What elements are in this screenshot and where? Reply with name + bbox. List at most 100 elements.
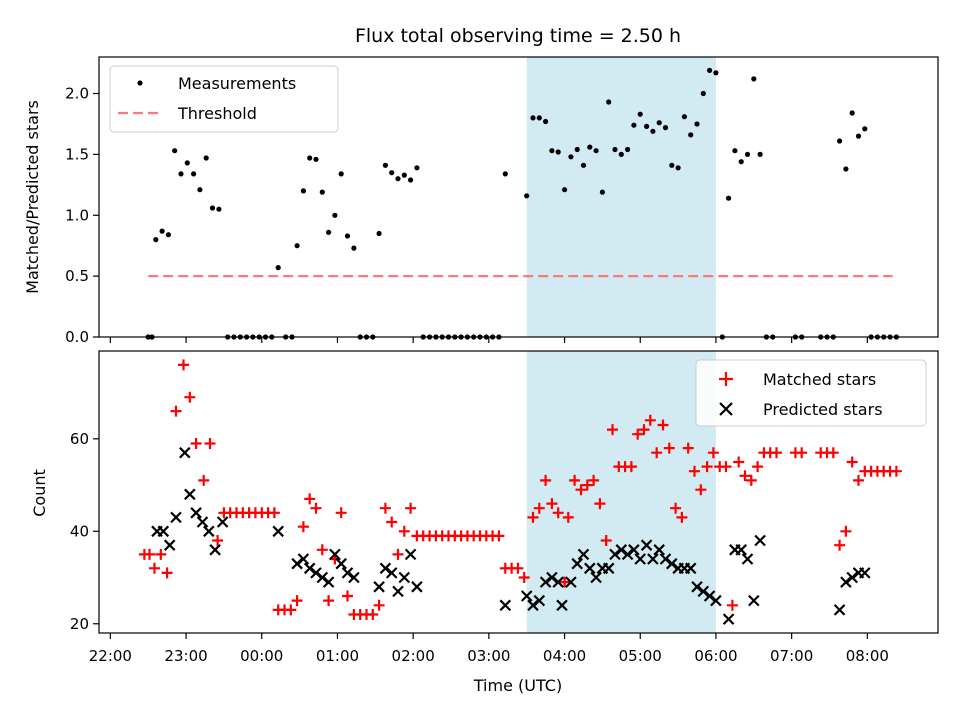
matched-star-marker [594,498,606,510]
matched-star-marker [392,548,404,560]
predicted-star-marker [552,576,564,588]
figure-title: Flux total observing time = 2.50 h [355,25,681,47]
predicted-star-marker [348,571,360,584]
matched-star-marker [316,544,328,556]
matched-star-marker [701,461,713,473]
predicted-star-marker [385,567,398,579]
matched-star-marker [827,447,839,459]
predicted-stars-points [151,446,871,625]
predicted-star-marker [392,585,404,598]
matched-star-marker [562,511,574,523]
measurement-point [656,120,662,126]
legend-measurements-label: Measurements [178,74,296,93]
predicted-star-marker [653,544,665,556]
predicted-star-marker [203,525,215,538]
measurement-point [593,148,599,154]
predicted-star-marker [216,516,229,528]
count-y-axis-label: Count [30,469,49,517]
count-x-tick-label: 06:00 [694,647,737,665]
matched-star-marker [379,502,391,514]
measurement-point [332,212,338,218]
matched-star-marker [588,474,600,486]
legend-measurements-marker [137,80,143,86]
measurement-point [618,151,624,157]
matched-star-marker [689,465,700,477]
measurement-point [159,228,165,234]
predicted-star-marker [335,557,347,570]
ratio-panel: 0.00.51.01.52.0 Matched/Predicted stars … [23,56,939,346]
predicted-star-marker [322,576,335,588]
matched-star-marker [204,438,216,449]
matched-stars-points [138,359,902,620]
predicted-star-marker [647,553,659,565]
predicted-star-marker [341,567,354,579]
measurement-point [395,176,401,182]
predicted-star-marker [499,599,512,612]
predicted-star-marker [209,544,221,556]
predicted-star-marker [640,539,653,551]
predicted-star-marker [546,571,558,584]
predicted-star-marker [310,567,322,579]
measurement-point [637,111,643,117]
predicted-star-marker [621,548,634,561]
measurement-point [209,205,216,211]
measurement-point [574,146,580,153]
ratio-y-tick-label: 2.0 [65,85,89,103]
measurement-point [744,151,751,157]
matched-star-marker [552,507,564,519]
matched-star-marker [625,461,637,473]
count-x-tick-label: 02:00 [392,647,435,665]
matched-star-marker [707,447,719,459]
measurement-point [216,206,222,212]
predicted-star-marker [527,599,539,612]
count-x-tick-label: 07:00 [770,647,813,665]
matched-star-marker [600,535,612,546]
legend-predicted-label: Predicted stars [763,400,883,419]
measurement-point [751,76,757,82]
matched-star-marker [733,456,745,468]
matched-star-marker [745,474,757,486]
measurement-point [631,122,637,128]
measurement-point [338,171,344,177]
ratio-y-axis-ticks: 0.0 0.5 1.0 1.5 2.0 [65,85,99,346]
measurement-point [662,125,669,131]
matched-star-marker [184,391,196,403]
matched-star-marker [676,511,688,523]
ratio-y-tick-label: 0.0 [65,328,89,346]
matched-star-marker [198,474,210,486]
measurement-point [837,138,843,144]
matched-star-marker [581,479,593,491]
predicted-star-marker [584,562,596,575]
measurement-point [165,232,171,238]
predicted-star-marker [722,613,735,625]
measurement-point [319,189,325,195]
measurement-point [300,188,306,194]
measurement-point [524,193,530,199]
predicted-star-marker [833,604,846,616]
measurement-point [555,149,561,155]
matched-star-marker [367,609,379,620]
predicted-star-marker [373,581,385,593]
matched-star-marker [161,567,173,579]
predicted-star-marker [163,539,176,551]
count-legend: Matched stars Predicted stars [695,359,927,427]
observing-window-highlight [526,57,716,337]
matched-star-marker [670,502,682,514]
legend-predicted-marker [719,402,733,416]
ratio-legend: Measurements Threshold [109,65,339,133]
matched-star-marker [533,502,545,514]
predicted-star-marker [691,581,703,593]
predicted-star-marker [859,567,871,579]
matched-star-marker [386,516,398,528]
measurement-point [153,237,159,243]
predicted-star-marker [157,525,170,538]
count-x-tick-label: 04:00 [543,647,586,665]
count-x-tick-label: 08:00 [846,647,889,665]
count-y-tick-label: 40 [70,522,89,540]
measurement-point [580,162,587,168]
count-x-tick-label: 03:00 [467,647,510,665]
predicted-star-marker [539,576,552,588]
predicted-star-marker [303,562,316,575]
matched-star-marker [644,414,656,426]
